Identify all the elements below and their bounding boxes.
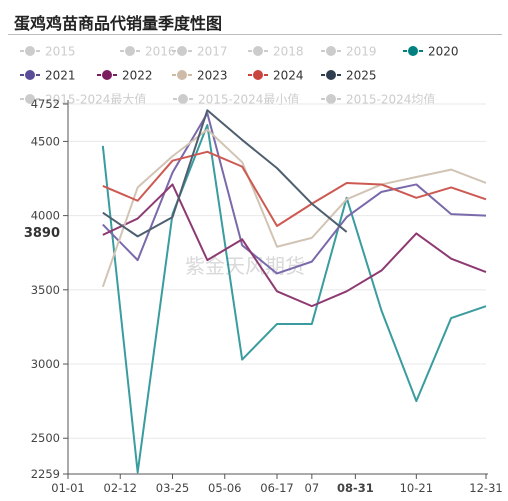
x-tick-label: 10-21 [400,481,433,495]
legend-item-2015-2024均值[interactable]: 2015-2024均值 [321,92,435,107]
legend-label: 2021 [45,69,76,83]
x-tick-label: 12-31 [469,481,502,495]
y-tick-label: 3500 [31,283,60,297]
legend-marker [325,93,337,105]
legend-label: 2025 [346,69,377,83]
legend-label: 2015-2024最小值 [198,92,299,107]
legend-item-2017[interactable]: 2017 [172,45,228,59]
y-tick-label: 4000 [31,209,60,223]
series-line-2021 [102,112,487,275]
legend-marker [407,45,419,57]
legend-item-2015[interactable]: 2015 [20,45,76,59]
legend-marker [252,69,264,81]
series-lines [101,109,487,474]
legend-marker [24,69,36,81]
series-line-2025 [102,109,348,238]
legend-label: 2015-2024最大值 [45,92,146,107]
legend: 2015 2016 2017 2018 2019 2020 2021 2022 2023 2024… [20,45,459,107]
x-tick-label: 01-01 [51,481,84,495]
legend-item-2020[interactable]: 2020 [403,45,459,59]
legend-marker [24,45,36,57]
legend-label: 2015 [45,45,76,59]
x-tick-label: 06-17 [260,481,293,495]
legend-label: 2022 [122,69,153,83]
grid [68,103,486,475]
y-tick-label: 4752 [31,97,60,111]
chart-title: 蛋鸡鸡苗商品代销量季度性图 [14,14,223,33]
legend-label: 2019 [346,45,377,59]
y-pointer-label: 3890 [24,226,60,241]
title-divider [8,34,502,35]
legend-item-2016[interactable]: 2016 [120,45,176,59]
series-line-2022 [102,183,487,308]
legend-marker [24,93,36,105]
x-tick-label: 07 [305,481,320,495]
legend-item-2021[interactable]: 2021 [20,69,76,83]
legend-label: 2020 [428,45,459,59]
legend-marker [325,69,337,81]
legend-marker [101,69,113,81]
y-tick-label: 2259 [31,467,60,481]
legend-marker [124,45,136,57]
legend-label: 2018 [273,45,304,59]
series-line-2023 [101,128,487,288]
legend-marker [176,45,188,57]
legend-item-2015-2024最大值[interactable]: 2015-2024最大值 [20,92,146,107]
y-tick-label: 4500 [31,134,60,148]
watermark: 紫金天风期货 [185,254,305,278]
legend-item-2022[interactable]: 2022 [97,69,153,83]
x-tick-label: 08-31 [337,481,374,495]
legend-label: 2024 [273,69,304,83]
legend-item-2015-2024最小值[interactable]: 2015-2024最小值 [173,92,299,107]
legend-marker [177,93,189,105]
x-tick-label: 03-25 [156,481,189,495]
legend-marker [252,45,264,57]
y-tick-label: 2500 [31,431,60,445]
legend-label: 2023 [197,69,228,83]
y-pointer-bg [18,222,64,241]
legend-label: 2017 [197,45,228,59]
legend-label: 2016 [145,45,176,59]
y-tick-label: 3000 [31,357,60,371]
x-tick-label: 05-06 [208,481,241,495]
legend-label: 2015-2024均值 [346,92,435,107]
legend-item-2019[interactable]: 2019 [321,45,377,59]
x-tick-label: 02-12 [104,481,137,495]
legend-marker [325,45,337,57]
legend-item-2024[interactable]: 2024 [248,69,304,83]
legend-item-2025[interactable]: 2025 [321,69,377,83]
legend-item-2023[interactable]: 2023 [172,69,228,83]
series-line-2020 [101,124,487,474]
series-line-2024 [102,150,487,227]
legend-marker [176,69,188,81]
legend-item-2018[interactable]: 2018 [248,45,304,59]
